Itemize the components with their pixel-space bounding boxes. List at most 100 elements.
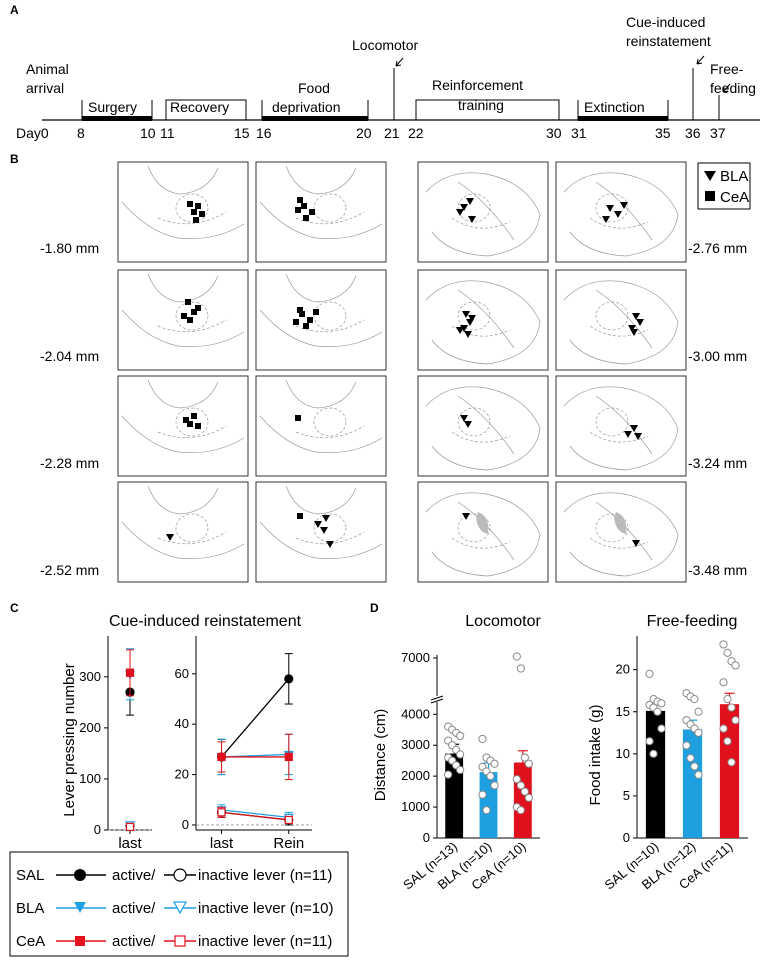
section-nucleus — [595, 301, 629, 331]
section-boundary — [295, 531, 365, 545]
section-contour — [121, 415, 245, 454]
individual-point — [645, 737, 654, 746]
cea-placement-marker — [295, 207, 301, 213]
cea-placement-marker — [313, 309, 319, 315]
legend-c-sal-inactive: inactive lever (n=11) — [198, 867, 332, 884]
cea-placement-marker — [195, 305, 201, 311]
individual-point — [444, 770, 453, 779]
bla-placement-marker — [322, 515, 330, 522]
individual-point — [456, 731, 465, 741]
individual-point — [653, 707, 662, 716]
legend-c-bla: BLA — [16, 900, 44, 917]
section-boundary — [157, 211, 227, 225]
section-contour — [563, 386, 679, 471]
phase-bar-extinction — [578, 116, 668, 121]
day-15: 15 — [234, 125, 250, 141]
bla-placement-marker — [632, 540, 640, 547]
bla-placement-marker — [628, 325, 636, 332]
section-tract — [147, 379, 219, 409]
bla-inactive-marker-icon — [172, 901, 188, 915]
section-nucleus — [175, 301, 209, 331]
y-tick-label: 5 — [623, 788, 630, 803]
bar-group-sal: SAL (n=10) — [601, 669, 666, 893]
cea-placement-marker — [183, 417, 189, 423]
legend-c-cea-active: active/ — [112, 933, 156, 950]
bla-placement-marker — [468, 315, 476, 322]
section-frame — [255, 481, 387, 583]
event-cue-reinstatement-1: Cue-induced — [626, 14, 705, 30]
y-tick-label: 200 — [79, 720, 101, 735]
cea-placement-marker — [193, 217, 199, 223]
bla-placement-marker — [326, 541, 334, 548]
legend-cea: CeA — [720, 189, 749, 206]
bla-placement-marker — [624, 431, 632, 438]
individual-point — [456, 750, 465, 759]
section-boundary — [451, 537, 511, 549]
bla-placement-marker — [462, 311, 470, 318]
cea-placement-marker — [293, 319, 299, 325]
y-tick-label: 2000 — [401, 768, 430, 783]
brain-section-r2-c1 — [117, 269, 249, 371]
day-36: 36 — [685, 125, 701, 141]
legend-c-sal: SAL — [16, 867, 44, 884]
brain-section-r3-c4 — [555, 375, 687, 477]
section-nucleus — [457, 301, 491, 331]
chart-d2-title: Free-feeding — [647, 613, 738, 630]
section-tract — [147, 485, 219, 515]
event-cue-reinstatement-2: reinstatement — [626, 33, 711, 49]
section-boundary — [451, 431, 511, 443]
bla-placement-marker — [468, 216, 476, 223]
bla-placement-marker — [466, 198, 474, 205]
placement-legend: BLA CeA — [697, 162, 751, 210]
y-tick-label: 100 — [79, 771, 101, 786]
section-tract — [457, 181, 515, 241]
individual-point — [723, 737, 732, 746]
brain-section-r3-c2 — [255, 375, 387, 477]
individual-point — [719, 640, 728, 649]
chart-d1-title: Locomotor — [465, 613, 541, 630]
event-locomotor: Locomotor — [352, 37, 418, 53]
bla-placement-marker — [314, 521, 322, 528]
bla-placement-marker — [464, 331, 472, 338]
individual-point — [490, 759, 499, 768]
panel-d-label: D — [370, 601, 379, 615]
brain-section-r2-c3 — [417, 269, 549, 371]
individual-point — [456, 765, 465, 775]
bla-placement-marker — [630, 329, 638, 336]
y-tick-label: 7000 — [401, 650, 430, 665]
section-nucleus — [457, 407, 491, 437]
section-tract — [285, 379, 357, 409]
bla-placement-marker — [320, 527, 328, 534]
individual-point — [516, 781, 525, 790]
series-line — [221, 678, 290, 758]
level-right-4: -3.48 mm — [688, 562, 747, 578]
section-boundary — [589, 325, 649, 337]
brain-section-r1-c2 — [255, 161, 387, 263]
section-contour — [425, 386, 541, 471]
section-boundary — [295, 425, 365, 439]
bla-placement-marker — [632, 313, 640, 320]
chart-d2-ylabel: Food intake (g) — [587, 705, 604, 806]
section-frame — [417, 161, 549, 263]
section-tract — [285, 165, 357, 195]
hippocampus-shade — [476, 512, 489, 534]
bla-placement-marker — [464, 421, 472, 428]
section-boundary — [157, 319, 227, 333]
level-left-3: -2.28 mm — [40, 455, 99, 471]
section-frame — [255, 269, 387, 371]
legend-c-bla-inactive: inactive lever (n=10) — [198, 900, 333, 917]
section-tract — [285, 273, 357, 303]
section-boundary — [295, 211, 365, 225]
x-tick-label: last — [118, 835, 142, 852]
legend-c-sal-active: active/ — [112, 867, 156, 884]
data-point — [125, 822, 135, 832]
section-nucleus — [457, 193, 491, 223]
data-point — [284, 752, 293, 762]
series-line — [221, 809, 289, 819]
phase-reinforcement-1: Reinforcement — [432, 77, 523, 93]
individual-point — [723, 695, 732, 704]
cea-placement-marker — [187, 201, 193, 207]
cea-placement-marker — [187, 317, 193, 323]
individual-point — [657, 699, 666, 708]
section-nucleus — [595, 193, 629, 223]
